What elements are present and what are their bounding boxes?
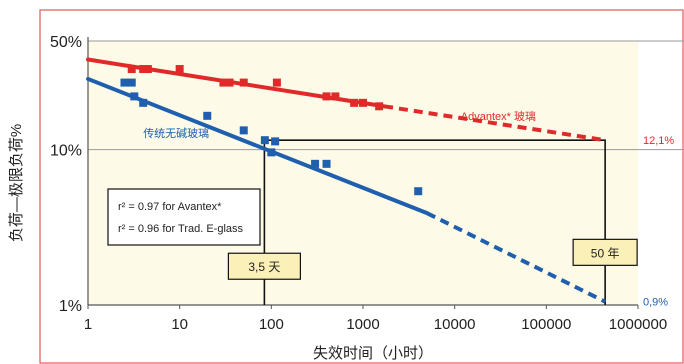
advantex-data-point: [375, 102, 383, 110]
series-annotation: 传统无碱玻璃: [143, 126, 209, 140]
traditional-data-point: [139, 99, 147, 107]
x-tick-label: 10: [171, 316, 188, 333]
advantex-data-point: [323, 92, 331, 100]
y-tick-label: 50%: [50, 34, 82, 51]
x-tick-label: 1: [84, 316, 92, 333]
y-tick-label: 10%: [50, 143, 82, 160]
plot-area: [88, 41, 638, 305]
traditional-data-point: [120, 79, 128, 87]
x-tick-label: 100000: [521, 316, 571, 333]
advantex-data-point: [128, 65, 136, 73]
traditional-data-point: [271, 137, 279, 145]
traditional-data-point: [323, 160, 331, 168]
series-annotation: 12,1%: [643, 135, 674, 147]
r-squared-label: r² = 0.97 for Avantex*: [118, 201, 222, 213]
advantex-data-point: [226, 79, 234, 87]
traditional-data-point: [267, 148, 275, 156]
callout-label: 50 年: [591, 246, 620, 260]
traditional-data-point: [240, 126, 248, 134]
traditional-data-point: [128, 79, 136, 87]
x-tick-label: 1000: [346, 316, 379, 333]
advantex-data-point: [359, 99, 367, 107]
series-annotation: 0,9%: [643, 297, 668, 309]
traditional-data-point: [261, 136, 269, 144]
callout-label: 3,5 天: [248, 260, 280, 274]
advantex-data-point: [350, 99, 358, 107]
traditional-data-point: [130, 92, 138, 100]
y-tick-label: 1%: [59, 298, 82, 315]
r-squared-label: r² = 0.96 for Trad. E-glass: [118, 223, 244, 235]
series-annotation: Advantex* 玻璃: [461, 109, 536, 123]
advantex-data-point: [176, 65, 184, 73]
advantex-data-point: [240, 79, 248, 87]
x-axis-title: 失效时间（小时）: [313, 345, 433, 362]
r-squared-box: [108, 189, 260, 245]
x-tick-label: 100: [259, 316, 284, 333]
advantex-data-point: [144, 65, 152, 73]
advantex-data-point: [273, 79, 281, 87]
x-tick-label: 10000: [434, 316, 476, 333]
traditional-data-point: [203, 112, 211, 120]
advantex-data-point: [331, 92, 339, 100]
x-tick-label: 1000000: [609, 316, 667, 333]
traditional-data-point: [311, 160, 319, 168]
traditional-data-point: [414, 187, 422, 195]
y-axis-title: 负荷—极限负荷%: [8, 124, 25, 242]
